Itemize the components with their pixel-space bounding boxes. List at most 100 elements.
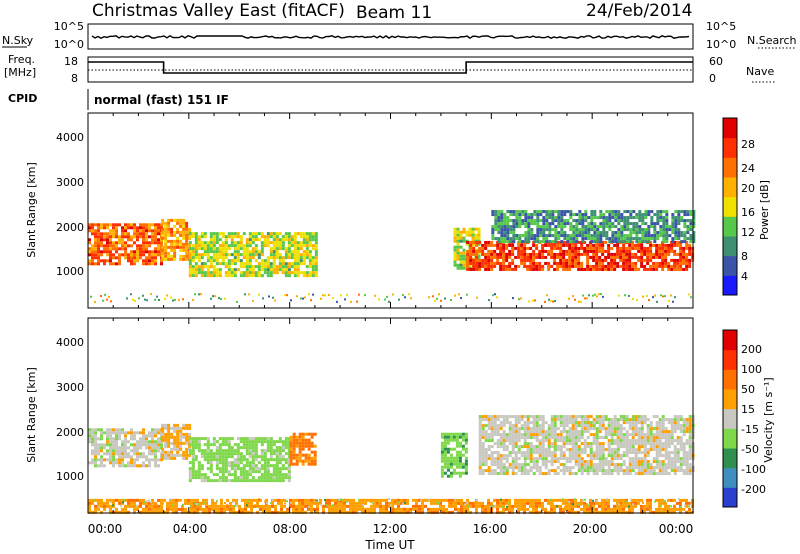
chart-mark [484,454,488,458]
chart-mark [458,435,462,439]
chart-mark [259,507,262,511]
chart-mark [154,461,157,465]
chart-mark [266,259,270,263]
chart-mark [251,476,255,480]
chart-mark [469,261,473,265]
chart-mark [97,437,100,441]
chart-mark [487,424,491,428]
chart-mark [209,449,213,453]
chart-mark [275,467,279,471]
chart-mark [308,253,312,257]
chart-mark [560,222,564,226]
freq-trace [88,61,693,74]
chart-mark [672,300,674,303]
chart-mark [637,249,641,253]
chart-mark [499,439,503,443]
chart-mark [251,467,255,471]
chart-mark [628,463,632,467]
chart-mark [248,470,252,474]
chart-mark [233,259,237,263]
chart-mark [520,463,524,467]
chart-mark [568,264,572,268]
chart-mark [245,461,249,465]
chart-mark [508,463,512,467]
chart-mark [181,507,184,511]
chart-mark [665,228,669,232]
chart-mark [689,222,693,226]
chart-mark [218,274,222,278]
chart-mark [631,415,635,419]
chart-mark [613,430,617,434]
chart-mark [118,262,121,266]
chart-mark [518,237,522,241]
chart-mark [608,210,612,214]
chart-mark [677,222,681,226]
chart-mark [293,256,297,260]
chart-mark [574,424,578,428]
chart-mark [532,261,536,265]
chart-mark [550,457,554,461]
chart-mark [230,479,234,483]
chart-mark [295,438,299,442]
chart-mark [272,452,276,456]
chart-mark [281,443,285,447]
chart-mark [578,222,582,226]
chart-mark [667,252,671,256]
chart-mark [557,231,561,235]
chart-mark [287,455,291,459]
chart-mark [673,240,677,244]
chart-mark [314,274,318,278]
chart-mark [281,464,285,468]
chart-mark [511,258,515,262]
chart-mark [575,219,579,223]
chart-mark [127,504,130,508]
chart-mark [394,501,397,505]
chart-mark [616,463,620,467]
chart-mark [191,470,195,474]
chart-mark [209,479,213,483]
chart-mark [559,246,563,250]
chart-mark [635,231,639,235]
chart-mark [464,462,468,466]
chart-mark [502,261,506,265]
chart-mark [509,240,513,244]
chart-mark [121,244,124,248]
chart-mark [106,504,109,508]
chart-mark [173,224,177,228]
chart-mark [598,424,602,428]
chart-mark [112,244,115,248]
chart-mark [592,427,596,431]
chart-mark [662,210,666,214]
chart-mark [548,234,552,238]
power-y-label: Slant Range [km] [25,162,38,258]
chart-mark [280,498,283,502]
chart-mark [224,452,228,456]
chart-mark [469,504,472,508]
chart-mark [275,235,279,239]
chart-mark [164,227,168,231]
chart-mark [619,264,623,268]
chart-mark [631,421,635,425]
chart-mark [550,454,554,458]
chart-mark [475,510,478,514]
chart-mark [248,479,252,483]
chart-mark [536,240,540,244]
chart-mark [664,457,668,461]
chart-mark [236,449,240,453]
chart-mark [462,230,466,234]
chart-mark [292,432,296,436]
noise-left-tick-top: 10^5 [54,20,84,33]
chart-mark [500,210,504,214]
chart-mark [278,259,282,263]
chart-mark [622,421,626,425]
chart-mark [314,259,318,263]
chart-mark [580,448,584,452]
chart-mark [446,432,450,436]
chart-mark [511,427,515,431]
chart-mark [471,242,475,246]
chart-mark [176,218,180,222]
chart-mark [496,246,500,250]
chart-mark [394,498,397,502]
chart-mark [577,457,581,461]
chart-mark [188,241,192,245]
